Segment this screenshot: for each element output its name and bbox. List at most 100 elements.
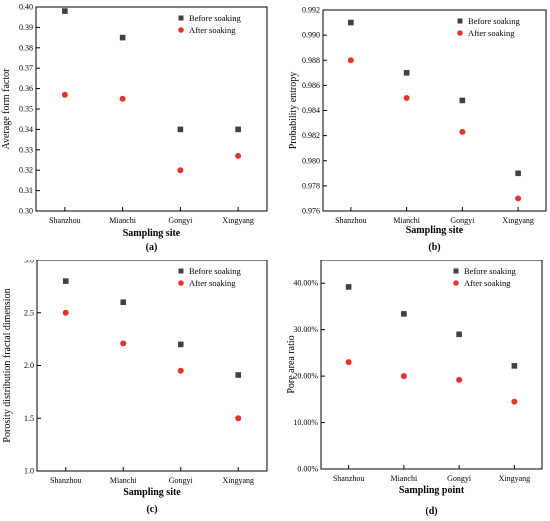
- y-tick-label: 2.5: [24, 308, 34, 317]
- panel-label: (a): [146, 242, 158, 253]
- y-tick-label: 0.982: [302, 131, 320, 140]
- chart-d: 0.00% 10.00% 20.00% 30.00% 40.00% Shanzhou Mia…: [286, 260, 543, 517]
- chart-b: 0.976 0.978 0.980 0.982 0.984 0.986 0.988 0.990…: [288, 6, 547, 253]
- y-tick-label: 2.0: [24, 361, 34, 370]
- legend-label: Before soaking: [464, 266, 516, 276]
- point-after-soaking: [62, 309, 69, 316]
- y-tick-label: 0.40: [19, 3, 33, 12]
- y-tick-label: 0.36: [19, 84, 33, 93]
- point-after-soaking: [235, 415, 242, 422]
- x-tick-label: Mianchi: [110, 476, 137, 485]
- y-tick-label: 0.988: [302, 56, 320, 65]
- point-after-soaking: [456, 376, 463, 383]
- panel-label: (b): [428, 242, 440, 253]
- y-axis-title: Probability entropy: [288, 72, 299, 150]
- y-tick-label: 20.00%: [293, 372, 318, 381]
- legend-label: Before soaking: [468, 16, 520, 26]
- y-tick-label: 0.38: [19, 43, 33, 52]
- point-before-soaking: [459, 97, 466, 104]
- chart-c: 1.0 1.5 2.0 2.5 3.0 Shanzhou Mianchi Gongyi Xing…: [2, 260, 268, 515]
- y-tick-label: 0.990: [302, 31, 320, 40]
- legend-marker-circle: [457, 30, 463, 36]
- x-axis-title: Sampling site: [123, 228, 181, 239]
- x-tick-label: Shanzhou: [50, 476, 82, 485]
- x-tick-label: Gongyi: [168, 216, 193, 225]
- y-tick-label: 0.984: [302, 106, 320, 115]
- x-tick-label: Shanzhou: [333, 474, 365, 483]
- point-after-soaking: [177, 167, 184, 174]
- plot-frame: [322, 9, 547, 212]
- y-tick-label: 1.5: [24, 414, 34, 423]
- x-tick-label: Xingyang: [502, 216, 534, 225]
- point-before-soaking: [177, 341, 184, 348]
- point-before-soaking: [235, 372, 242, 378]
- point-before-soaking: [119, 34, 126, 41]
- plot-frame: [35, 6, 268, 212]
- x-tick-label: Xingyang: [222, 216, 254, 225]
- y-tick-label: 0.986: [302, 81, 320, 90]
- point-before-soaking: [345, 284, 352, 290]
- legend-label: After soaking: [464, 278, 511, 288]
- point-after-soaking: [347, 57, 354, 64]
- plot-frame: [36, 260, 268, 472]
- y-tick-label: 0.35: [19, 105, 33, 114]
- y-tick-label: 0.00%: [297, 465, 318, 474]
- y-tick-label: 0.33: [19, 145, 33, 154]
- y-tick-label: 0.32: [19, 166, 33, 175]
- x-tick-label: Gongyi: [169, 476, 194, 485]
- y-tick-label: 0.31: [19, 186, 33, 195]
- legend-marker-square: [457, 18, 463, 24]
- y-tick-label: 0.976: [302, 207, 320, 216]
- legend-marker-square: [453, 268, 459, 274]
- x-tick-label: Xingyang: [499, 474, 531, 483]
- y-tick-label: 0.992: [302, 6, 320, 15]
- x-tick-label: Gongyi: [447, 474, 472, 483]
- y-tick-label: 10.00%: [293, 418, 318, 427]
- x-tick-label: Xingyang: [222, 476, 254, 485]
- point-after-soaking: [61, 91, 68, 98]
- point-before-soaking: [177, 126, 184, 133]
- point-before-soaking: [403, 70, 410, 76]
- point-before-soaking: [120, 299, 127, 305]
- x-axis-title: Sampling site: [123, 487, 181, 498]
- point-after-soaking: [511, 398, 518, 405]
- y-axis-title: Pore area ratio: [286, 335, 297, 393]
- panel-label: (c): [146, 504, 157, 515]
- x-tick-label: Mianchi: [109, 216, 136, 225]
- point-before-soaking: [62, 8, 68, 14]
- point-after-soaking: [400, 373, 407, 380]
- y-tick-label: 0.980: [302, 156, 320, 165]
- y-tick-label: 0.30: [19, 207, 33, 216]
- point-before-soaking: [515, 170, 521, 177]
- y-tick-label: 0.39: [19, 23, 33, 32]
- point-after-soaking: [235, 152, 242, 159]
- x-tick-label: Mianchi: [393, 216, 420, 225]
- point-after-soaking: [119, 95, 126, 102]
- point-after-soaking: [515, 195, 522, 202]
- legend-marker-square: [178, 268, 184, 274]
- plot-frame: [320, 260, 543, 470]
- y-tick-label: 1.0: [24, 467, 34, 476]
- y-axis-title: Porosity distribution fractal dimension: [2, 288, 13, 442]
- point-before-soaking: [511, 363, 518, 369]
- legend-label: Before soaking: [189, 266, 241, 276]
- point-before-soaking: [62, 278, 69, 284]
- y-tick-label: 0.978: [302, 181, 320, 190]
- y-tick-label: 0.37: [19, 64, 33, 73]
- point-before-soaking: [235, 126, 241, 133]
- point-after-soaking: [120, 340, 127, 347]
- x-tick-label: Shanzhou: [335, 216, 367, 225]
- legend-label: Before soaking: [189, 13, 241, 23]
- y-tick-label: 40.00%: [293, 279, 318, 288]
- x-tick-label: Mianchi: [391, 474, 418, 483]
- y-axis-title: Average form factor: [1, 68, 12, 150]
- y-tick-label: 30.00%: [293, 325, 318, 334]
- point-before-soaking: [348, 19, 354, 26]
- point-after-soaking: [459, 128, 466, 135]
- x-tick-label: Shanzhou: [49, 216, 81, 225]
- x-tick-label: Gongyi: [450, 216, 475, 225]
- x-axis-title: Sampling site: [406, 225, 464, 236]
- x-axis-title: Sampling point: [399, 485, 465, 496]
- y-tick-label: 0.34: [19, 125, 33, 134]
- point-after-soaking: [403, 94, 410, 101]
